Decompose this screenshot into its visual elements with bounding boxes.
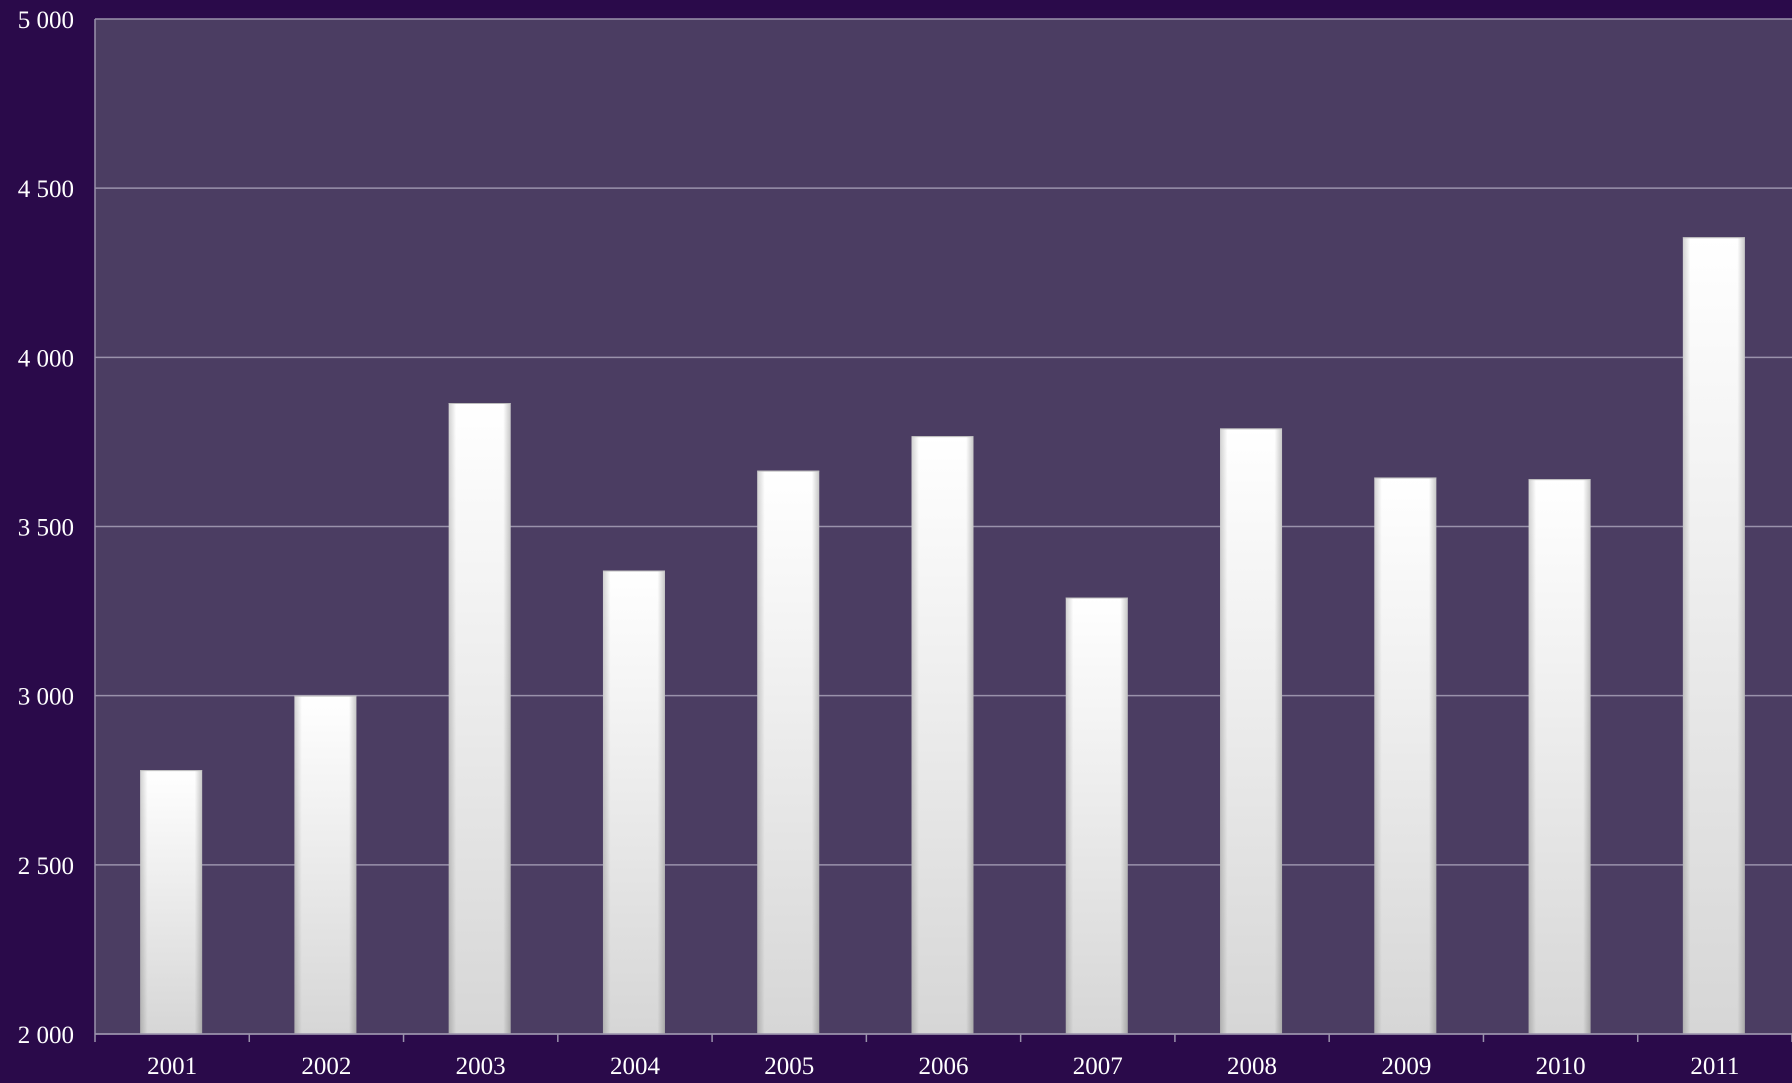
bar-2006 xyxy=(911,436,974,1034)
bar-2007 xyxy=(1065,597,1128,1034)
bars xyxy=(140,237,1745,1035)
x-tick-label-2011: 2011 xyxy=(1690,1053,1739,1078)
x-tick-label-2010: 2010 xyxy=(1536,1053,1586,1078)
x-tick-labels: 2001 2002 2003 2004 2005 2006 2007 2008 2009 2010… xyxy=(147,1053,1739,1080)
x-tick-label-2005: 2005 xyxy=(764,1053,814,1078)
y-tick-label-3000: 3 000 xyxy=(18,684,74,711)
bar-2009 xyxy=(1374,477,1437,1035)
x-tick-label-2007: 2007 xyxy=(1073,1053,1123,1078)
bar-2005 xyxy=(757,470,820,1034)
x-tick-label-2006: 2006 xyxy=(919,1053,969,1078)
bar-2003 xyxy=(448,403,511,1035)
y-tick-label-2000: 2 000 xyxy=(18,1022,74,1049)
y-tick-labels: 2 000 2 500 3 000 3 500 4 000 4 500 5 000 xyxy=(18,7,74,1049)
x-tick-label-2004: 2004 xyxy=(610,1053,661,1078)
x-tick-label-2002: 2002 xyxy=(301,1053,351,1078)
x-tick-label-2008: 2008 xyxy=(1227,1053,1277,1078)
bar-2008 xyxy=(1220,428,1283,1035)
bar-2004 xyxy=(602,570,665,1034)
y-tick-label-3500: 3 500 xyxy=(18,515,74,542)
y-tick-label-2500: 2 500 xyxy=(18,853,74,880)
bar-2001 xyxy=(140,770,203,1034)
x-tick-label-2001: 2001 xyxy=(147,1053,197,1078)
y-tick-label-4500: 4 500 xyxy=(18,176,74,203)
axes xyxy=(94,19,1792,1042)
y-tick-label-4000: 4 000 xyxy=(18,345,74,372)
bar-2010 xyxy=(1528,479,1591,1035)
y-tick-label-5000: 5 000 xyxy=(18,7,74,34)
bar-2011 xyxy=(1682,237,1745,1035)
x-tick-label-2003: 2003 xyxy=(456,1053,506,1078)
x-tick-label-2009: 2009 xyxy=(1381,1053,1431,1078)
bar-2002 xyxy=(294,695,357,1034)
